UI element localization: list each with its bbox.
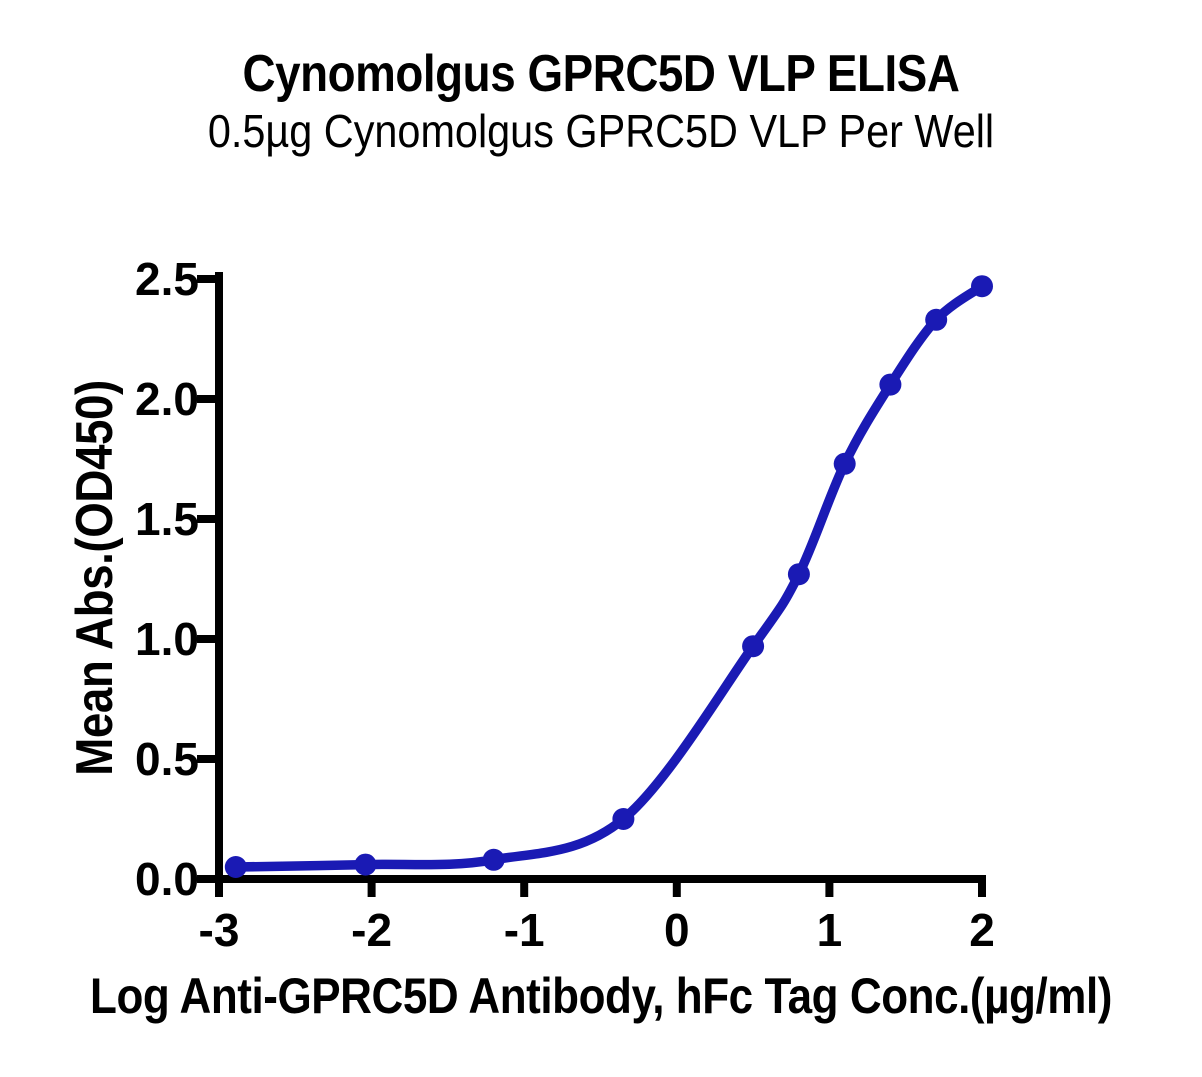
- x-tick-label: -3: [199, 904, 240, 956]
- data-point: [971, 275, 993, 298]
- y-tick-label: 0.0: [135, 853, 199, 905]
- data-point: [482, 848, 505, 871]
- x-tick-label: -2: [351, 904, 392, 956]
- x-tick-label: 0: [664, 904, 690, 956]
- y-tick-label: 1.5: [135, 493, 199, 545]
- x-axis-title: Log Anti-GPRC5D Antibody, hFc Tag Conc.(…: [90, 968, 1112, 1024]
- y-tick-label: 2.0: [135, 373, 199, 425]
- data-point: [354, 853, 377, 876]
- x-tick-label: 1: [817, 904, 843, 956]
- data-point: [925, 308, 948, 331]
- chart-title: Cynomolgus GPRC5D VLP ELISA: [242, 45, 960, 103]
- data-point: [224, 856, 247, 878]
- y-tick-label: 0.5: [135, 733, 199, 785]
- x-tick-label: -1: [504, 904, 545, 956]
- chart-subtitle: 0.5µg Cynomolgus GPRC5D VLP Per Well: [207, 105, 995, 157]
- data-point: [833, 452, 856, 475]
- data-point: [742, 635, 765, 658]
- fit-curve: [231, 281, 987, 872]
- data-point: [787, 563, 810, 586]
- y-tick-label: 2.5: [135, 253, 199, 305]
- data-point: [612, 808, 635, 830]
- y-tick-label: 1.0: [135, 613, 199, 665]
- x-tick-label: 2: [969, 904, 995, 956]
- data-point: [879, 373, 902, 396]
